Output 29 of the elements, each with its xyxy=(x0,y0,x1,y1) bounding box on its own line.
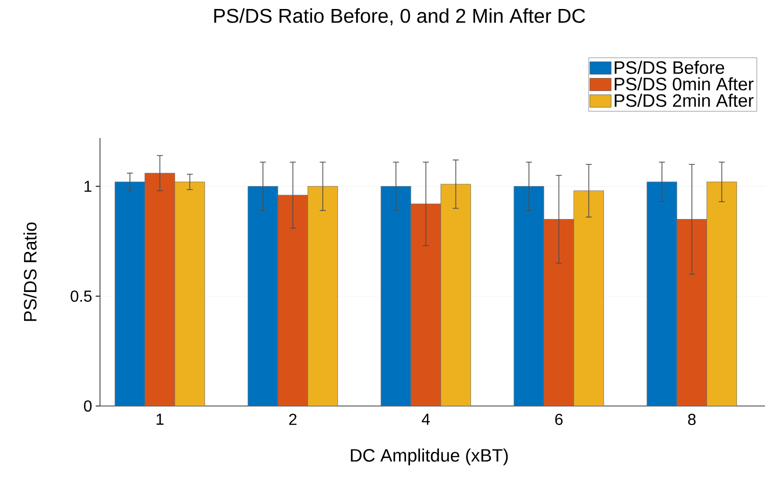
x-tick-label: 2 xyxy=(289,414,296,425)
bar xyxy=(174,182,205,406)
bar xyxy=(278,194,308,406)
y-tick-label: 1 xyxy=(84,180,92,192)
bar xyxy=(440,184,471,406)
chart-title: PS/DS Ratio Before, 0 and 2 Min After DC xyxy=(214,8,586,26)
legend-label: PS/DS 2min After xyxy=(614,94,754,107)
bar xyxy=(514,186,544,406)
y-axis-title: PS/DS Ratio xyxy=(23,222,37,321)
legend-label: PS/DS 0min After xyxy=(614,77,754,90)
x-tick-label: 6 xyxy=(555,414,563,426)
x-tick-label: 4 xyxy=(422,414,430,425)
bar xyxy=(144,172,176,406)
bar xyxy=(574,190,604,406)
bar xyxy=(380,186,412,406)
bar xyxy=(676,219,708,406)
bar xyxy=(114,182,146,406)
x-tick-label: 8 xyxy=(688,414,696,426)
bar xyxy=(248,186,278,406)
x-tick-label: 1 xyxy=(156,414,164,425)
bar xyxy=(706,182,737,406)
bar xyxy=(308,186,338,406)
bar xyxy=(646,182,678,406)
legend-label: PS/DS Before xyxy=(614,60,724,74)
x-axis-title: DC Amplitdue (xBT) xyxy=(350,448,508,466)
y-tick-label: 0.5 xyxy=(70,290,92,302)
bar xyxy=(544,219,574,406)
y-tick-label: 0 xyxy=(84,400,92,412)
bar xyxy=(410,204,442,406)
